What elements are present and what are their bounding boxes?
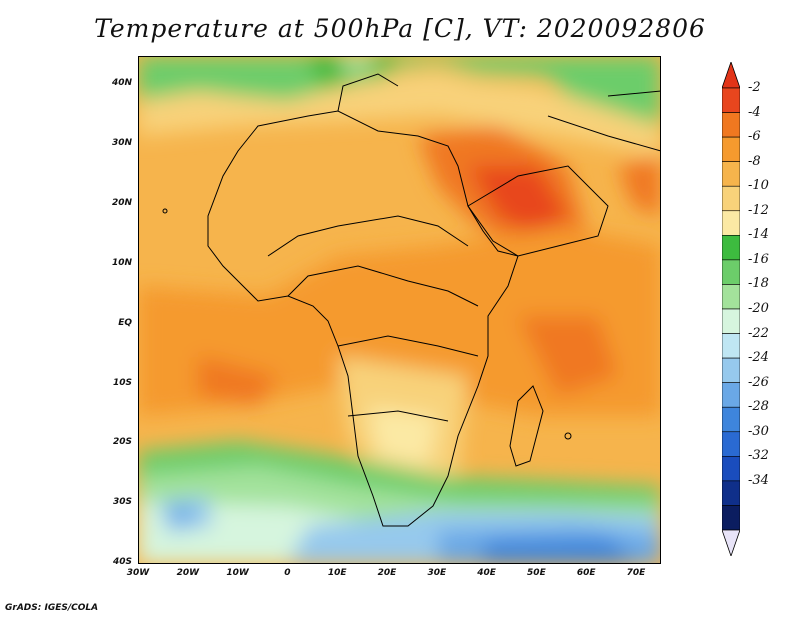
colorbar-swatch xyxy=(721,480,741,506)
lon-label: 30W xyxy=(126,568,150,578)
lon-label: 10E xyxy=(327,568,347,578)
lon-label: 60E xyxy=(576,568,596,578)
chart-title: Temperature at 500hPa [C], VT: 202009280… xyxy=(94,14,706,43)
colorbar-label: -20 xyxy=(748,301,769,316)
colorbar-swatch xyxy=(721,333,741,359)
lat-label: 10S xyxy=(112,377,132,388)
lat-label: 40S xyxy=(112,557,132,567)
colorbar-swatch xyxy=(721,456,741,482)
colorbar-label: -30 xyxy=(748,423,769,439)
lat-label: 20N xyxy=(111,197,132,208)
lon-label: 40E xyxy=(477,568,496,578)
temperature-field xyxy=(138,56,661,564)
colorbar xyxy=(721,60,741,558)
colorbar-swatch xyxy=(721,357,741,383)
lon-label: 10W xyxy=(226,568,249,578)
colorbar-label: -34 xyxy=(748,472,769,488)
colorbar-label: -22 xyxy=(748,325,769,341)
colorbar-label: -18 xyxy=(748,276,769,292)
lon-label: 0 xyxy=(284,568,291,578)
lat-label: 20S xyxy=(112,437,132,448)
lon-label: 50E xyxy=(527,568,546,578)
temperature-map xyxy=(138,56,661,564)
lon-label: 70E xyxy=(626,568,646,578)
colorbar-under-triangle xyxy=(721,529,741,558)
colorbar-swatch xyxy=(721,161,741,187)
lat-label: EQ xyxy=(118,317,132,328)
lon-label: 20E xyxy=(377,568,397,578)
colorbar-swatch xyxy=(721,235,741,261)
colorbar-swatch xyxy=(721,431,741,457)
colorbar-swatch xyxy=(721,136,741,162)
colorbar-label: -8 xyxy=(748,153,761,169)
credit-text: GrADS: IGES/COLA xyxy=(5,603,99,613)
lat-label: 10N xyxy=(111,257,132,268)
colorbar-label: -26 xyxy=(748,374,769,390)
colorbar-label: -10 xyxy=(748,178,769,194)
colorbar-label: -2 xyxy=(748,80,761,95)
colorbar-label: -32 xyxy=(748,448,769,464)
colorbar-swatch xyxy=(721,259,741,285)
colorbar-label: -28 xyxy=(748,399,769,415)
colorbar-label: -12 xyxy=(748,202,769,218)
colorbar-over-triangle xyxy=(721,60,741,89)
lat-label: 40N xyxy=(111,78,132,88)
lat-label: 30N xyxy=(111,137,132,148)
colorbar-swatch xyxy=(721,185,741,212)
colorbar-swatch xyxy=(721,308,741,334)
colorbar-swatch xyxy=(721,284,741,310)
colorbar-swatch xyxy=(721,505,741,531)
map-frame xyxy=(138,56,661,564)
lat-label: 30S xyxy=(112,497,132,508)
colorbar-swatch xyxy=(721,210,741,236)
colorbar-label: -4 xyxy=(748,104,761,120)
colorbar-label: -16 xyxy=(748,251,769,267)
lon-label: 20W xyxy=(176,568,200,578)
colorbar-swatch xyxy=(721,406,741,433)
colorbar-label: -14 xyxy=(748,227,769,243)
colorbar-swatch xyxy=(721,112,741,138)
coastlines xyxy=(207,73,661,527)
colorbar-label: -24 xyxy=(748,350,769,366)
colorbar-swatch xyxy=(721,382,741,408)
colorbar-swatch xyxy=(721,87,741,113)
lon-label: 30E xyxy=(427,568,447,578)
colorbar-label: -6 xyxy=(748,129,761,145)
